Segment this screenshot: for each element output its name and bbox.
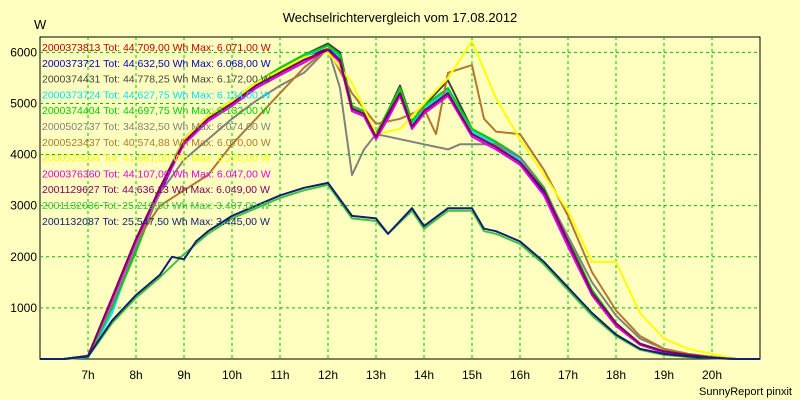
legend-entry-2000502737: 2000502737 Tot: 34.832,50 Wh Max: 6.074,…: [42, 121, 271, 133]
legend-entry-2000373813: 2000373813 Tot: 44.709,00 Wh Max: 6.071,…: [42, 42, 271, 54]
series-line-2001129627: [40, 48, 760, 360]
footer-credit: SunnyReport pinxit: [699, 386, 792, 398]
series-line-2001132036: [40, 183, 760, 360]
legend-entry-2000523437: 2000523437 Tot: 40.574,88 Wh Max: 6.070,…: [42, 137, 271, 149]
x-tick-label: 15h: [462, 368, 482, 382]
legend-entry-2000376360: 2000376360 Tot: 44.107,00 Wh Max: 6.047,…: [42, 168, 271, 180]
x-tick-label: 16h: [510, 368, 530, 382]
y-axis-unit-label: W: [34, 17, 47, 32]
x-tick-label: 17h: [558, 368, 578, 382]
plot-frame: [39, 36, 761, 360]
x-tick-label: 18h: [606, 368, 626, 382]
chart-title: Wechselrichtervergleich vom 17.08.2012: [282, 10, 518, 25]
x-tick-label: 10h: [222, 368, 242, 382]
x-tick-label: 8h: [129, 368, 142, 382]
x-tick-label: 13h: [366, 368, 386, 382]
x-tick-label: 20h: [702, 368, 722, 382]
legend-entry-2000525094: 2000525094 Tot: 41.661,00 Wh Max: 6.220,…: [42, 153, 271, 165]
x-tick-label: 14h: [414, 368, 434, 382]
x-tick-label: 9h: [177, 368, 190, 382]
legend-entry-2000374431: 2000374431 Tot: 44.778,25 Wh Max: 6.172,…: [42, 74, 271, 86]
x-tick-label: 11h: [270, 368, 289, 382]
legend-entry-2001129627: 2001129627 Tot: 44.636,13 Wh Max: 6.049,…: [42, 184, 270, 196]
legend-entry-2000373721: 2000373721 Tot: 44.632,50 Wh Max: 6.068,…: [42, 58, 271, 70]
y-tick-label: 5000: [10, 96, 37, 110]
y-tick-label: 3000: [10, 199, 37, 213]
y-tick-label: 4000: [10, 148, 37, 162]
x-tick-label: 19h: [654, 368, 674, 382]
series-line-2000523437: [40, 47, 760, 360]
legend-entry-2000373724: 2000373724 Tot: 44.627,75 Wh Max: 6.134,…: [42, 89, 271, 101]
series-line-2000376360: [40, 48, 760, 360]
legend-entry-2000374404: 2000374404 Tot: 44.697,75 Wh Max: 6.132,…: [42, 105, 271, 117]
legend-entry-2001132036: 2001132036 Tot: 25.219,50 Wh Max: 3.407,…: [42, 200, 270, 212]
y-tick-label: 6000: [10, 45, 37, 59]
series-line-2001132087: [40, 181, 760, 360]
y-tick-label: 1000: [10, 301, 37, 315]
x-tick-label: 7h: [81, 368, 94, 382]
y-tick-label: 2000: [10, 250, 37, 264]
legend-entry-2001132087: 2001132087 Tot: 25.547,50 Wh Max: 3.445,…: [42, 216, 270, 228]
x-tick-label: 12h: [318, 368, 338, 382]
series-line-2000502737: [40, 47, 760, 360]
